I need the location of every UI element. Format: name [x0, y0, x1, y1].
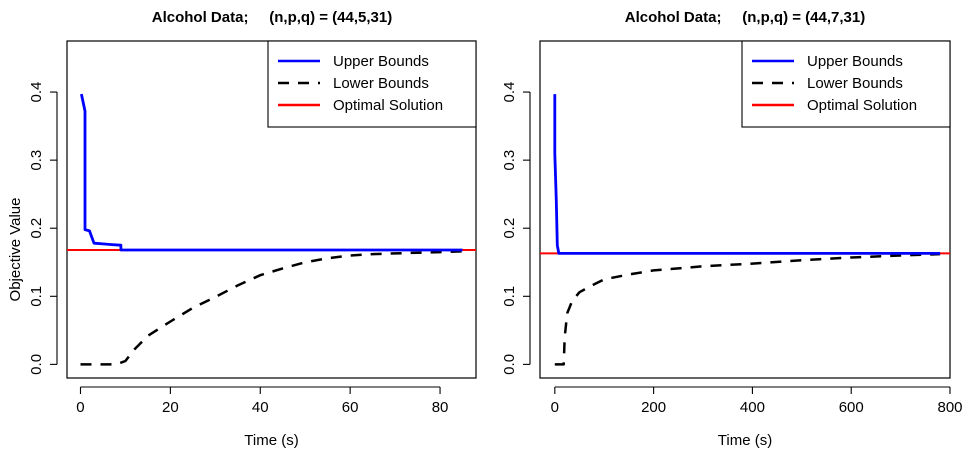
- x-tick-label: 80: [432, 399, 449, 416]
- series-upper-bounds: [553, 94, 941, 255]
- y-tick-label: 0.1: [28, 286, 45, 307]
- series-upper-bounds: [80, 93, 463, 252]
- chart-title: Alcohol Data; (n,p,q) = (44,5,31): [152, 9, 392, 26]
- legend-label: Lower Bounds: [807, 75, 903, 92]
- y-tick-label: 0.0: [28, 354, 45, 375]
- legend: Upper Bounds Lower Bounds Optimal Solution: [741, 40, 951, 128]
- legend-label: Upper Bounds: [333, 53, 429, 70]
- chart-title: Alcohol Data; (n,p,q) = (44,7,31): [625, 9, 865, 26]
- x-axis-label: Time (s): [244, 432, 298, 449]
- x-tick-label: 40: [252, 399, 269, 416]
- legend-label: Lower Bounds: [333, 75, 429, 92]
- plot-area: [67, 93, 476, 366]
- plot-area: [540, 94, 950, 366]
- x-tick-label: 800: [937, 399, 962, 416]
- legend-label: Optimal Solution: [333, 97, 443, 114]
- series-lower-bounds: [554, 252, 941, 366]
- y-tick-label: 0.4: [28, 82, 45, 103]
- x-tick-label: 60: [342, 399, 359, 416]
- y-tick-label: 0.3: [28, 150, 45, 171]
- x-tick-label: 20: [162, 399, 179, 416]
- y-tick-label: 0.2: [28, 218, 45, 239]
- x-axis-label: Time (s): [718, 432, 772, 449]
- x-tick-label: 200: [641, 399, 666, 416]
- y-tick-label: 0.4: [501, 82, 518, 103]
- x-tick-label: 0: [76, 399, 84, 416]
- legend: Upper Bounds Lower Bounds Optimal Solution: [267, 40, 477, 128]
- x-tick-label: 0: [551, 399, 559, 416]
- legend-label: Upper Bounds: [807, 53, 903, 70]
- x-tick-label: 600: [839, 399, 864, 416]
- chart-panel-1: Alcohol Data; (n,p,q) = (44,5,31) 0 20 40 60…: [7, 9, 477, 449]
- y-tick-label: 0.0: [501, 354, 518, 375]
- y-tick-label: 0.3: [501, 150, 518, 171]
- legend-label: Optimal Solution: [807, 97, 917, 114]
- y-tick-label: 0.2: [501, 218, 518, 239]
- y-axis-label: Objective Value: [7, 198, 24, 302]
- chart-panel-2: Alcohol Data; (n,p,q) = (44,7,31) 0 200 400…: [501, 9, 962, 449]
- series-lower-bounds: [80, 250, 463, 366]
- x-tick-label: 400: [740, 399, 765, 416]
- y-tick-label: 0.1: [501, 286, 518, 307]
